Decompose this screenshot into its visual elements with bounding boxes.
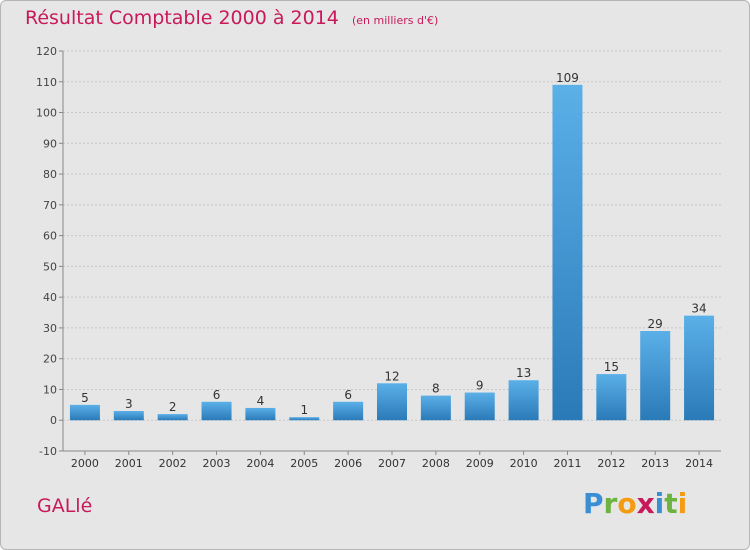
- bar: [289, 417, 320, 421]
- y-tick-label: 10: [43, 383, 57, 396]
- proxiti-logo: Proxiti: [583, 487, 687, 520]
- x-tick-label: 2010: [510, 457, 538, 470]
- y-tick-label: -10: [39, 445, 57, 458]
- bar-value-label: 2: [169, 400, 177, 414]
- y-tick-label: 20: [43, 353, 57, 366]
- bar-value-label: 29: [648, 317, 663, 331]
- bar-value-label: 6: [344, 388, 352, 402]
- y-tick-label: 40: [43, 291, 57, 304]
- bar-value-label: 9: [476, 379, 484, 393]
- logo-letter: x: [636, 487, 655, 520]
- y-tick-label: 80: [43, 168, 57, 181]
- bar-value-label: 5: [81, 391, 89, 405]
- bar: [508, 380, 539, 421]
- logo-letter: P: [583, 487, 604, 520]
- x-tick-label: 2004: [246, 457, 274, 470]
- y-tick-label: 50: [43, 260, 57, 273]
- bar-value-label: 4: [257, 394, 265, 408]
- x-tick-label: 2014: [685, 457, 713, 470]
- x-tick-label: 2007: [378, 457, 406, 470]
- x-tick-label: 2002: [159, 457, 187, 470]
- bar-value-label: 15: [604, 360, 619, 374]
- x-tick-label: 2012: [597, 457, 625, 470]
- x-tick-label: 2003: [203, 457, 231, 470]
- y-tick-label: 0: [50, 414, 57, 427]
- logo-letter: i: [677, 487, 688, 520]
- bar: [420, 395, 451, 421]
- y-tick-label: 70: [43, 199, 57, 212]
- bar-value-label: 6: [213, 388, 221, 402]
- bar: [377, 383, 407, 421]
- bar: [596, 374, 627, 421]
- logo-letter: o: [617, 487, 637, 520]
- y-tick-label: 90: [43, 137, 57, 150]
- bar: [640, 331, 671, 421]
- bar-value-label: 13: [516, 366, 531, 380]
- y-tick-label: 120: [36, 45, 57, 58]
- y-tick-label: 60: [43, 230, 57, 243]
- bar: [333, 401, 364, 421]
- bar: [113, 411, 144, 421]
- bar: [464, 392, 495, 421]
- logo-letter: t: [664, 487, 678, 520]
- commune-name: GALlé: [37, 495, 93, 517]
- bar-value-label: 109: [556, 71, 579, 85]
- logo-letter: r: [603, 487, 618, 520]
- x-tick-label: 2006: [334, 457, 362, 470]
- bar: [245, 407, 276, 421]
- x-tick-label: 2013: [641, 457, 669, 470]
- y-tick-label: 110: [36, 76, 57, 89]
- x-tick-label: 2000: [71, 457, 99, 470]
- bar: [201, 401, 232, 421]
- chart-title: Résultat Comptable 2000 à 2014: [25, 7, 339, 29]
- logo-letter: i: [654, 487, 665, 520]
- x-tick-label: 2001: [115, 457, 143, 470]
- bar: [684, 315, 715, 421]
- bar-value-label: 3: [125, 397, 133, 411]
- bar-value-label: 1: [300, 403, 308, 417]
- bar: [69, 404, 100, 421]
- y-tick-label: 100: [36, 107, 57, 120]
- x-tick-label: 2005: [290, 457, 318, 470]
- y-tick-label: 30: [43, 322, 57, 335]
- bar: [157, 414, 188, 421]
- bar-chart: -10 0 10 20 30 40 50 60 70 80 90 100 110 120 5 2000 3 200…: [36, 45, 721, 470]
- x-tick-label: 2011: [553, 457, 581, 470]
- bar-value-label: 8: [432, 382, 440, 396]
- bar-value-label: 34: [691, 302, 706, 316]
- bar-value-label: 12: [384, 369, 399, 383]
- x-tick-label: 2008: [422, 457, 450, 470]
- chart-unit: (en milliers d'€): [351, 14, 439, 27]
- bar: [552, 84, 583, 421]
- chart-title-block: Résultat Comptable 2000 à 2014 (en milli…: [25, 7, 438, 29]
- x-tick-label: 2009: [466, 457, 494, 470]
